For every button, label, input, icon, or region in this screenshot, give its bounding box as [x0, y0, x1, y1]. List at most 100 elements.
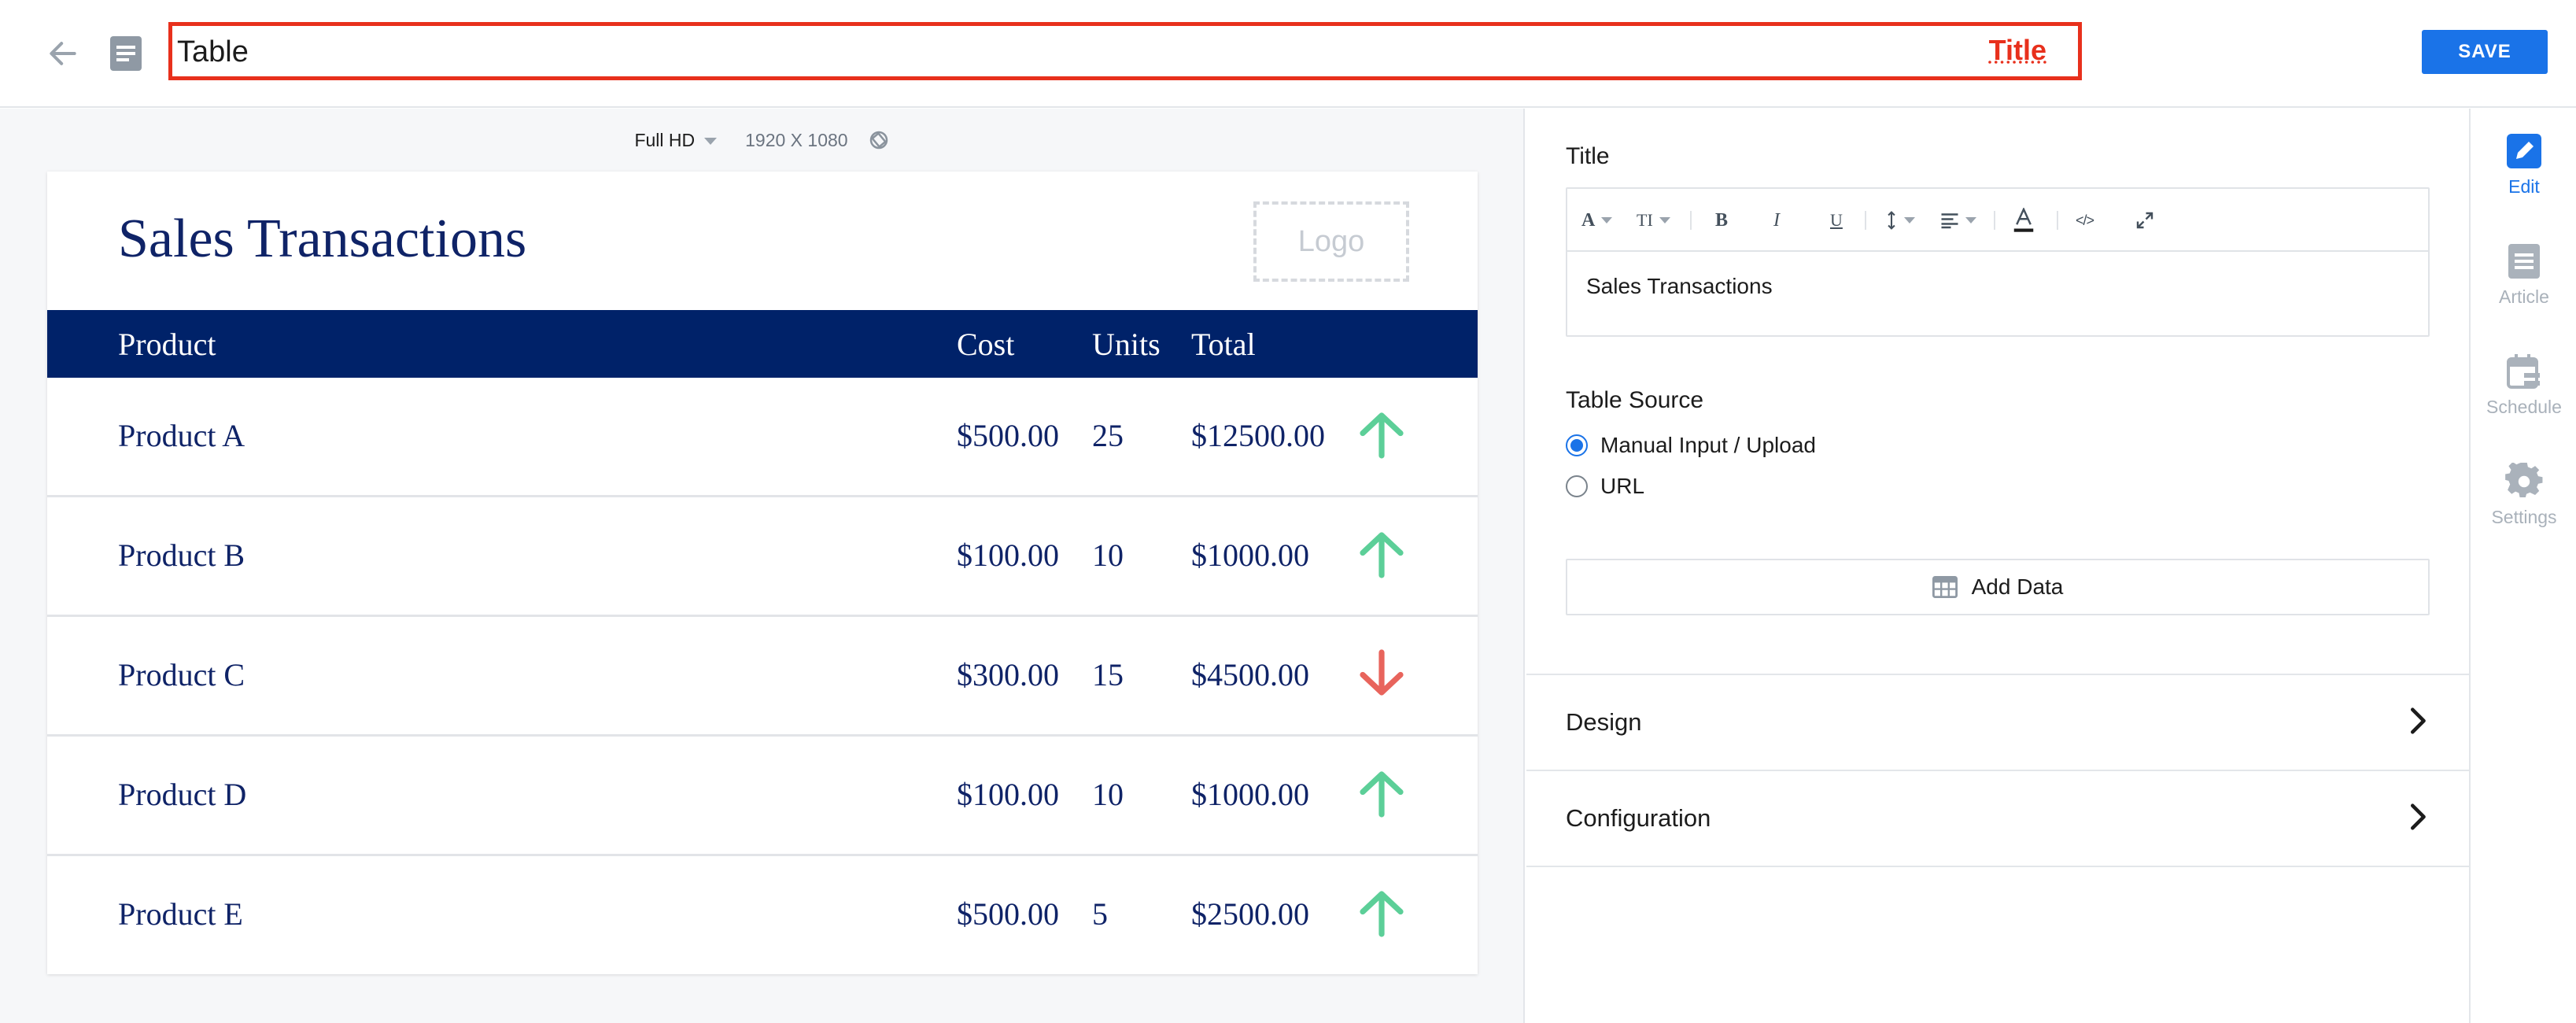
- font-style-dropdown[interactable]: A: [1581, 205, 1613, 236]
- cell-product: Product A: [118, 418, 245, 453]
- bold-icon: B: [1715, 209, 1729, 231]
- column-header-units: Units: [1092, 327, 1161, 362]
- rail-item-schedule[interactable]: Schedule: [2471, 353, 2576, 447]
- radio-button-selected[interactable]: [1566, 434, 1588, 456]
- cell-units: 10: [1092, 537, 1124, 573]
- add-data-label: Add Data: [1971, 574, 2064, 599]
- column-header-cost: Cost: [957, 327, 1015, 362]
- table-source-label: Table Source: [1566, 387, 1704, 413]
- italic-icon: I: [1773, 209, 1780, 231]
- edit-panel: Title A TI B I U: [1526, 109, 2469, 1023]
- back-button[interactable]: [44, 35, 82, 72]
- code-button[interactable]: </>: [2076, 205, 2094, 236]
- rail-item-edit[interactable]: Edit: [2471, 132, 2576, 227]
- underline-button[interactable]: U: [1830, 205, 1843, 236]
- resolution-dimensions: 1920 X 1080: [745, 129, 848, 150]
- pencil-icon: [2507, 134, 2541, 168]
- caret-down-icon: [1965, 217, 1976, 223]
- line-height-dropdown[interactable]: [1885, 205, 1915, 236]
- column-header-product: Product: [118, 327, 216, 362]
- cell-product: Product B: [118, 537, 245, 573]
- radio-button[interactable]: [1566, 475, 1588, 497]
- caret-down-icon: [1904, 217, 1915, 223]
- rail-label-edit: Edit: [2508, 176, 2540, 197]
- font-icon: A: [1581, 209, 1596, 231]
- toolbar-divider: [1690, 211, 1692, 230]
- radio-url[interactable]: URL: [1566, 474, 1644, 499]
- section-divider: [1526, 866, 2469, 867]
- line-height-icon: [1888, 211, 1895, 230]
- add-data-button[interactable]: Add Data: [1566, 559, 2430, 615]
- cell-units: 15: [1092, 657, 1124, 692]
- title-rich-text-editor: A TI B I U: [1566, 187, 2430, 337]
- cell-total: $1000.00: [1191, 777, 1309, 812]
- configuration-label: Configuration: [1566, 804, 1711, 832]
- arrow-up-icon: [1360, 771, 1404, 818]
- bold-button[interactable]: B: [1715, 205, 1728, 236]
- table-title: Sales Transactions: [118, 209, 527, 269]
- table-row: Product D $100.00 10 $1000.00: [47, 737, 1478, 856]
- rail-label-article: Article: [2499, 286, 2549, 307]
- article-icon: [2508, 244, 2540, 279]
- rail-item-settings[interactable]: Settings: [2471, 463, 2576, 557]
- resolution-value: Full HD: [634, 129, 696, 150]
- text-size-dropdown[interactable]: TI: [1637, 205, 1670, 236]
- right-nav-rail: Edit Article Schedule Settings: [2469, 109, 2576, 1023]
- table-row: Product E $500.00 5 $2500.00: [47, 856, 1478, 976]
- configuration-section[interactable]: Configuration: [1526, 770, 2469, 866]
- table-row: Product A $500.00 25 $12500.00: [47, 378, 1478, 497]
- save-button[interactable]: SAVE: [2422, 30, 2548, 74]
- logo-placeholder[interactable]: Logo: [1253, 201, 1409, 282]
- align-left-icon: [1941, 213, 1958, 229]
- rail-item-article[interactable]: Article: [2471, 242, 2576, 337]
- chevron-right-icon: [2411, 803, 2426, 830]
- editor-content[interactable]: Sales Transactions: [1586, 274, 1773, 298]
- table-row: Product B $100.00 10 $1000.00: [47, 497, 1478, 617]
- table-icon: [1932, 576, 1958, 598]
- rotate-icon[interactable]: [867, 128, 891, 152]
- arrow-up-icon: [1360, 891, 1404, 937]
- caret-down-icon: [1601, 217, 1613, 223]
- rail-label-schedule: Schedule: [2486, 397, 2562, 417]
- design-section[interactable]: Design: [1526, 674, 2469, 770]
- code-icon: </>: [2076, 212, 2094, 228]
- cell-product: Product D: [118, 777, 247, 812]
- top-bar: Title SAVE: [0, 0, 2576, 108]
- cell-total: $4500.00: [1191, 657, 1309, 692]
- cell-cost: $300.00: [957, 657, 1059, 692]
- align-dropdown[interactable]: [1940, 205, 1976, 236]
- text-color-button[interactable]: [2013, 205, 2035, 236]
- table-row: Product C $300.00 15 $4500.00: [47, 617, 1478, 737]
- toolbar-divider: [1865, 211, 1866, 230]
- cell-units: 10: [1092, 777, 1124, 812]
- radio-manual-input[interactable]: Manual Input / Upload: [1566, 433, 1816, 458]
- chevron-right-icon: [2411, 707, 2426, 734]
- resolution-select[interactable]: Full HD: [634, 129, 718, 151]
- expand-button[interactable]: [2135, 205, 2154, 236]
- arrow-down-icon: [1360, 649, 1404, 696]
- arrow-up-icon: [1360, 412, 1404, 459]
- arrow-left-icon: [50, 42, 76, 65]
- cell-units: 5: [1092, 896, 1108, 932]
- rail-label-settings: Settings: [2491, 507, 2557, 527]
- cell-cost: $500.00: [957, 896, 1059, 932]
- caret-down-icon: [704, 137, 718, 145]
- underline-icon: U: [1830, 210, 1843, 230]
- column-header-total: Total: [1191, 327, 1256, 362]
- cell-cost: $100.00: [957, 537, 1059, 573]
- table-canvas: Sales Transactions Logo Product Cost Uni…: [47, 172, 1478, 974]
- preview-toolbar: Full HD 1920 X 1080: [0, 124, 1525, 156]
- expand-icon: [2136, 212, 2153, 229]
- cell-cost: $100.00: [957, 777, 1059, 812]
- italic-button[interactable]: I: [1773, 205, 1780, 236]
- title-field-highlight: Title: [168, 22, 2082, 80]
- text-size-icon: TI: [1637, 210, 1653, 230]
- title-input[interactable]: [175, 32, 1906, 72]
- cell-units: 25: [1092, 418, 1124, 453]
- cell-total: $2500.00: [1191, 896, 1309, 932]
- gear-icon: [2505, 463, 2543, 498]
- arrow-up-icon: [1360, 532, 1404, 578]
- toolbar-divider: [2057, 211, 2058, 230]
- title-section-label: Title: [1566, 143, 1610, 169]
- editor-toolbar: A TI B I U: [1567, 189, 2428, 252]
